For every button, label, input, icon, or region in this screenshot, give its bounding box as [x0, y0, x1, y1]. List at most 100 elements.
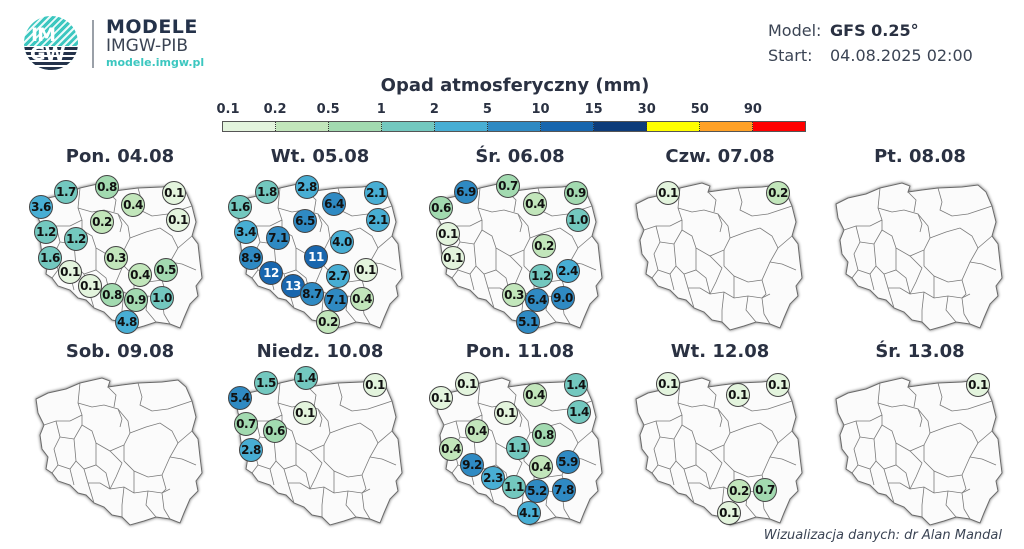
precip-value-bubble: 0.3 — [502, 283, 526, 307]
precip-value-bubble: 0.1 — [363, 373, 387, 397]
legend-title: Opad atmosferyczny (mm) — [380, 75, 650, 96]
legend-tick-label: 0.2 — [263, 102, 287, 117]
imgw-logo: IM GW MODELE IMGW-PIB modele.imgw.pl — [20, 14, 260, 74]
poland-map — [35, 377, 203, 526]
precip-value-bubble: 0.4 — [121, 193, 145, 217]
precip-value-bubble: 1.0 — [150, 286, 174, 310]
model-label: Model: — [768, 21, 822, 40]
precip-value-bubble: 1.7 — [54, 180, 78, 204]
precip-value-bubble: 1.4 — [564, 373, 588, 397]
legend-swatch — [541, 122, 594, 131]
map-container — [30, 365, 210, 530]
precip-value-bubble: 0.6 — [429, 196, 453, 220]
precip-value-bubble: 3.6 — [29, 195, 53, 219]
map-container — [830, 365, 1010, 530]
voivodeship-borders — [843, 382, 997, 520]
precip-value-bubble: 0.5 — [154, 258, 178, 282]
forecast-panel: Śr. 13.08 — [820, 335, 1020, 530]
precip-value-bubble: 1.8 — [255, 180, 279, 204]
precip-value-bubble: 0.7 — [496, 174, 520, 198]
precip-value-bubble: 0.1 — [966, 373, 990, 397]
precip-value-bubble: 0.2 — [727, 479, 751, 503]
panel-date-title: Wt. 12.08 — [670, 341, 770, 362]
legend-tick-label: 30 — [637, 102, 656, 117]
precip-value-bubble: 0.9 — [124, 288, 148, 312]
legend-tick-label: 1 — [376, 102, 386, 117]
legend-swatch — [329, 122, 382, 131]
precip-value-bubble: 0.4 — [439, 437, 463, 461]
legend-tick-label: 2 — [429, 102, 439, 117]
precip-value-bubble: 0.7 — [234, 412, 258, 436]
legend-tick-label: 0.5 — [316, 102, 340, 117]
precip-value-bubble: 6.4 — [322, 192, 346, 216]
precip-value-bubble: 0.1 — [656, 181, 680, 205]
precip-value-bubble: 4.0 — [330, 230, 354, 254]
panel-date-title: Sob. 09.08 — [65, 341, 175, 362]
forecast-panel: Sob. 09.08 — [20, 335, 220, 530]
precip-value-bubble: 0.2 — [316, 310, 340, 334]
precip-value-bubble: 0.1 — [717, 501, 741, 525]
legend-tick-labels: 0.1 0.2 0.5 1 2 5 10 15 30 50 90 — [0, 102, 1024, 120]
forecast-panel: Pon. 11.08 — [420, 335, 620, 530]
precip-value-bubble: 7.1 — [266, 226, 290, 250]
precip-value-bubble: 1.2 — [34, 220, 58, 244]
precip-value-bubble: 5.2 — [525, 479, 549, 503]
precip-value-bubble: 0.8 — [100, 283, 124, 307]
panel-date-title: Pon. 04.08 — [65, 146, 175, 167]
legend-tick-label: 50 — [690, 102, 709, 117]
precip-value-bubble: 6.4 — [525, 288, 549, 312]
logo-emblem-top-text: IM — [31, 24, 56, 46]
voivodeship-borders — [643, 187, 797, 325]
precip-value-bubble: 1.5 — [254, 371, 278, 395]
precip-value-bubble: 1.2 — [529, 264, 553, 288]
precip-value-bubble: 0.4 — [523, 383, 547, 407]
panel-date-title: Pon. 11.08 — [465, 341, 575, 362]
start-row: Start: 04.08.2025 02:00 — [768, 43, 973, 68]
precip-value-bubble: 5.4 — [228, 386, 252, 410]
legend-swatch — [223, 122, 276, 131]
precip-value-bubble: 0.2 — [90, 210, 114, 234]
precip-value-bubble: 0.1 — [354, 258, 378, 282]
voivodeship-borders — [843, 187, 997, 325]
panel-date-title: Śr. 13.08 — [875, 341, 965, 362]
poland-outline — [835, 182, 1003, 331]
poland-map — [835, 182, 1003, 331]
legend-tick-label: 15 — [584, 102, 603, 117]
legend-swatch — [488, 122, 541, 131]
precip-value-bubble: 7.1 — [324, 288, 348, 312]
panel-date-title: Czw. 07.08 — [665, 146, 775, 167]
logo-subtitle: IMGW-PIB — [106, 36, 189, 56]
precip-value-bubble: 7.8 — [552, 478, 576, 502]
precip-value-bubble: 0.1 — [455, 372, 479, 396]
precip-value-bubble: 9.2 — [460, 453, 484, 477]
precip-value-bubble: 0.2 — [532, 234, 556, 258]
credit-text: Wizualizacja danych: dr Alan Mandal — [763, 528, 1002, 543]
precip-value-bubble: 0.9 — [564, 181, 588, 205]
precip-value-bubble: 12 — [259, 261, 283, 285]
forecast-panel: Śr. 06.08 — [420, 140, 620, 335]
legend-tick-label: 0.1 — [216, 102, 240, 117]
logo-url[interactable]: modele.imgw.pl — [106, 56, 205, 69]
precip-value-bubble: 1.4 — [567, 400, 591, 424]
forecast-panel: Wt. 12.08 — [620, 335, 820, 530]
poland-map — [635, 182, 803, 331]
precip-value-bubble: 3.4 — [234, 220, 258, 244]
legend-swatch — [276, 122, 329, 131]
logo-emblem-bottom-text: GW — [30, 43, 66, 65]
precip-value-bubble: 0.1 — [78, 274, 102, 298]
precip-value-bubble: 2.4 — [556, 259, 580, 283]
model-value: GFS 0.25° — [830, 21, 919, 40]
run-info: Model: GFS 0.25° Start: 04.08.2025 02:00 — [768, 18, 973, 68]
poland-map — [835, 377, 1003, 526]
precip-value-bubble: 0.4 — [128, 263, 152, 287]
precip-value-bubble: 0.1 — [436, 222, 460, 246]
precip-value-bubble: 0.2 — [766, 181, 790, 205]
precip-value-bubble: 0.1 — [293, 401, 317, 425]
poland-outline — [835, 377, 1003, 526]
panel-date-title: Śr. 06.08 — [475, 146, 565, 167]
forecast-panel: Czw. 07.08 — [620, 140, 820, 335]
precip-value-bubble: 1.6 — [38, 246, 62, 270]
precip-value-bubble: 0.8 — [532, 423, 556, 447]
panel-date-title: Pt. 08.08 — [874, 146, 966, 167]
precip-value-bubble: 0.6 — [263, 419, 287, 443]
